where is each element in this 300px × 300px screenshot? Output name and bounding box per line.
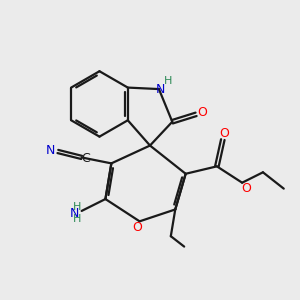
Text: O: O [198, 106, 208, 119]
Text: H: H [73, 214, 81, 224]
Text: O: O [242, 182, 251, 194]
Text: H: H [164, 76, 172, 86]
Text: H: H [73, 202, 81, 212]
Text: C: C [81, 152, 90, 165]
Text: O: O [219, 127, 229, 140]
Text: N: N [156, 82, 165, 96]
Text: N: N [70, 206, 79, 220]
Text: O: O [132, 221, 142, 234]
Text: N: N [46, 144, 55, 158]
